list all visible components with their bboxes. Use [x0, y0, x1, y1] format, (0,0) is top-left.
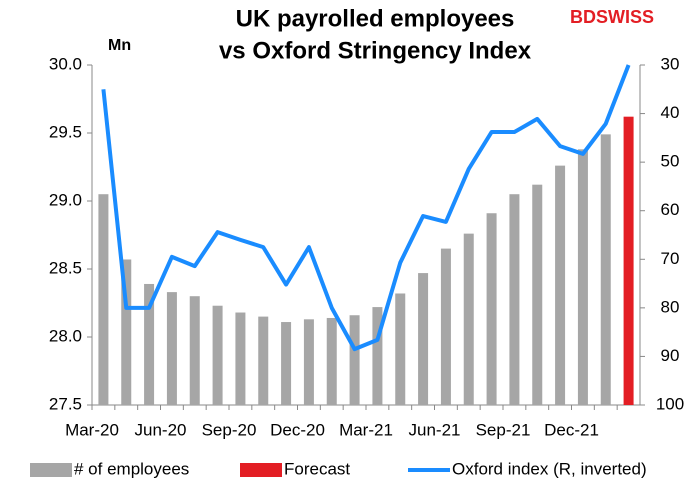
x-tick-label: Dec-20 [270, 420, 325, 439]
bar [212, 305, 223, 405]
bar [555, 165, 566, 405]
y2-tick-label: 70 [661, 249, 680, 268]
bar [577, 149, 588, 405]
bar [166, 292, 177, 405]
y-tick-label: 29.0 [49, 190, 82, 209]
legend-label: Forecast [284, 459, 350, 478]
bar [258, 316, 269, 405]
bar [121, 259, 132, 405]
y2-tick-label: 60 [661, 200, 680, 219]
legend-label: # of employees [74, 459, 189, 478]
bar [623, 116, 634, 406]
bar [418, 273, 429, 405]
x-tick-label: Dec-21 [544, 420, 599, 439]
bar [303, 319, 314, 405]
x-tick-label: Sep-20 [202, 420, 257, 439]
x-tick-label: Sep-21 [476, 420, 531, 439]
y2-tick-label: 50 [661, 152, 680, 171]
legend-swatch [240, 463, 282, 477]
bar [144, 283, 155, 405]
chart-title: vs Oxford Stringency Index [219, 37, 532, 64]
y-tick-label: 29.5 [49, 122, 82, 141]
legend-label: Oxford index (R, inverted) [452, 459, 647, 478]
bar [486, 213, 497, 405]
y2-tick-label: 80 [661, 297, 680, 316]
bar [326, 317, 337, 405]
bar [395, 293, 406, 405]
x-tick-label: Mar-20 [65, 420, 119, 439]
y-tick-label: 28.0 [49, 326, 82, 345]
x-tick-label: Jun-20 [135, 420, 187, 439]
y-tick-label: 27.5 [49, 394, 82, 413]
legend-swatch [30, 463, 72, 477]
bar [372, 307, 383, 405]
bar [98, 194, 109, 405]
bar [189, 296, 200, 405]
x-tick-label: Jun-21 [409, 420, 461, 439]
bar [235, 312, 246, 405]
brand: BDSWISS [570, 7, 654, 27]
y2-tick-label: 90 [661, 346, 680, 365]
bar [440, 248, 451, 405]
y2-tick-label: 30 [661, 54, 680, 73]
bar [349, 315, 360, 405]
y-tick-label: 28.5 [49, 258, 82, 277]
y2-tick-label: 40 [661, 103, 680, 122]
bar [509, 194, 520, 405]
bar [600, 134, 611, 406]
chart-title: UK payrolled employees [236, 5, 515, 32]
y2-tick-label: 100 [656, 394, 684, 413]
bar [281, 322, 292, 405]
bar [463, 233, 474, 405]
x-tick-label: Mar-21 [339, 420, 393, 439]
line [101, 64, 631, 352]
y-tick-label: 30.0 [49, 54, 82, 73]
bar [532, 184, 543, 405]
y-axis-label: Mn [108, 37, 131, 54]
